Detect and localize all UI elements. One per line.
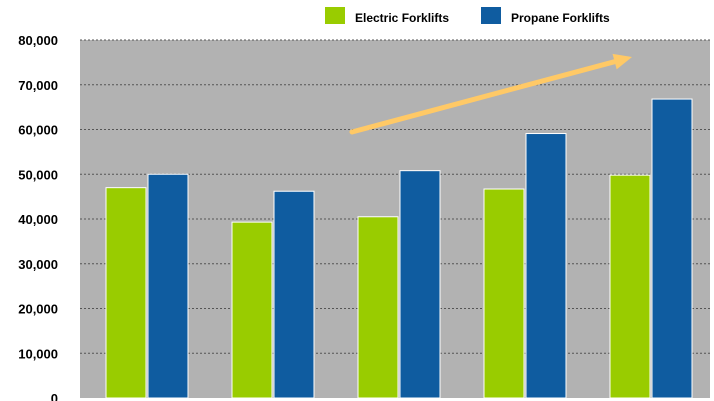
bar-propane-forklifts [399,170,441,399]
bar-electric-forklifts [105,187,147,399]
legend-label-electric: Electric Forklifts [355,11,449,25]
y-tick-label: 0 [51,391,58,401]
legend-swatch-propane [481,7,501,24]
bar-electric-forklifts [483,188,525,399]
y-tick-label: 10,000 [18,346,58,361]
y-tick-label: 80,000 [18,33,58,48]
legend-swatch-electric [325,7,345,24]
bar-propane-forklifts [147,173,189,399]
bar-propane-forklifts [651,98,693,399]
legend-label-propane: Propane Forklifts [511,11,610,25]
trend-arrow-shaft [349,59,618,135]
bar-electric-forklifts [357,216,399,399]
bar-electric-forklifts [609,174,651,399]
bar-electric-forklifts [231,221,273,399]
bars [105,98,693,399]
y-tick-label: 30,000 [18,257,58,272]
y-tick-label: 70,000 [18,78,58,93]
bar-propane-forklifts [273,190,315,399]
y-axis: 0 10,000 20,000 30,000 40,000 50,000 60,000 70,… [18,33,58,401]
y-tick-label: 40,000 [18,212,58,227]
legend: Electric Forklifts Propane Forklifts [325,7,610,25]
y-tick-label: 50,000 [18,167,58,182]
y-tick-label: 60,000 [18,123,58,138]
trend-arrow [349,53,632,135]
trend-arrow-head [612,53,632,70]
y-tick-label: 20,000 [18,302,58,317]
bar-propane-forklifts [525,133,567,399]
